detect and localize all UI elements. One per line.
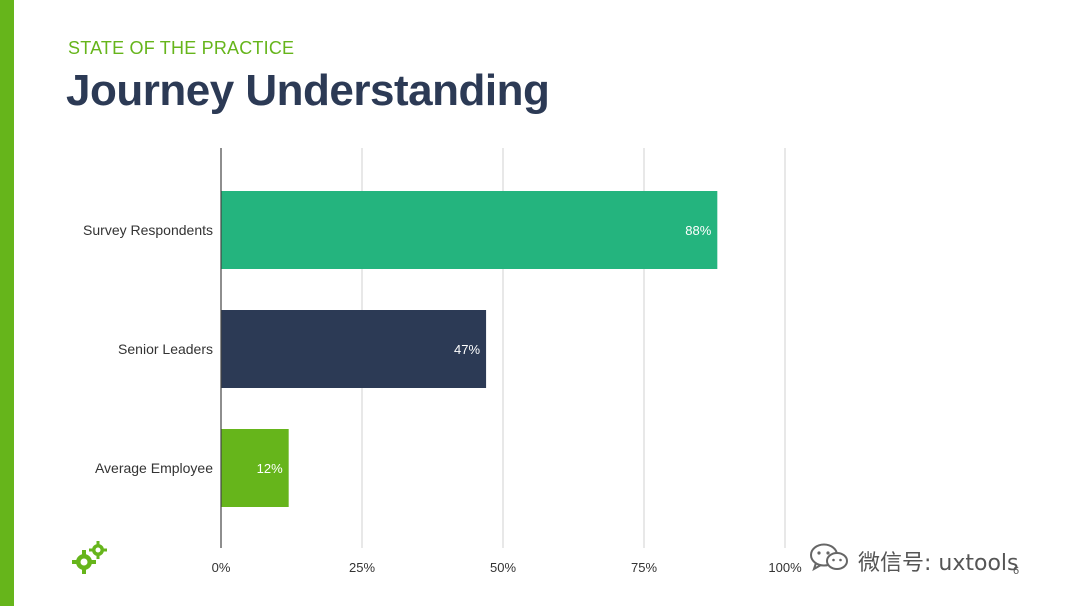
x-tick-label: 0% [212, 560, 231, 575]
x-tick-label: 75% [631, 560, 657, 575]
watermark-text: 微信号: uxtools [858, 551, 1019, 576]
category-label: Survey Respondents [83, 222, 213, 238]
accent-bar [0, 0, 14, 606]
bar-value-label: 88% [685, 223, 711, 238]
bar-2 [221, 429, 289, 507]
page-number: 6 [1013, 565, 1020, 577]
slide-title: Journey Understanding [66, 66, 550, 115]
category-label: Senior Leaders [118, 341, 213, 357]
bar-1 [221, 310, 487, 388]
gears-icon [70, 540, 110, 581]
x-tick-label: 50% [490, 560, 516, 575]
x-tick-label: 25% [349, 560, 375, 575]
bar-0 [221, 191, 718, 269]
bar-value-label: 12% [257, 461, 283, 476]
wechat-icon [808, 542, 850, 580]
category-label: Average Employee [95, 460, 213, 476]
watermark: 微信号: uxtools [808, 542, 1019, 580]
bar-value-label: 47% [454, 342, 480, 357]
slide-subtitle: STATE OF THE PRACTICE [68, 38, 295, 58]
x-tick-label: 100% [768, 560, 802, 575]
